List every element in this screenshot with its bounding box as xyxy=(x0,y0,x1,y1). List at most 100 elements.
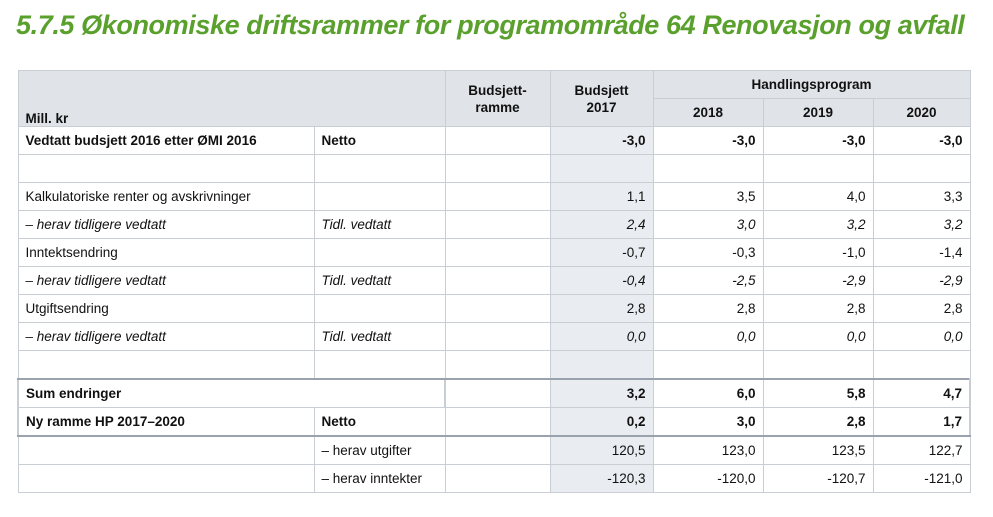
cell-ramme xyxy=(444,350,551,380)
cell-ramme xyxy=(444,182,551,211)
cell-2017: 2,4 xyxy=(549,210,654,239)
cell-ramme xyxy=(444,154,551,183)
cell-2018 xyxy=(652,154,764,183)
row-label: – herav tidligere vedtatt xyxy=(17,322,315,351)
cell-2020: 0,0 xyxy=(872,322,971,351)
row-label xyxy=(17,435,315,465)
cell-2020: -1,4 xyxy=(872,238,971,267)
header-mill-kr: Mill. kr xyxy=(17,70,446,127)
cell-2020: 2,8 xyxy=(872,294,971,323)
new-frame-row: Ny ramme HP 2017–2020 Netto 0,2 3,0 2,8 … xyxy=(17,407,972,437)
cell-2020: 3,3 xyxy=(872,182,971,211)
cell-2019: 4,0 xyxy=(762,182,874,211)
cell-2019: -3,0 xyxy=(762,126,874,155)
cell-ramme xyxy=(444,322,551,351)
cell-2020: 3,2 xyxy=(872,210,971,239)
header-year-2019: 2019 xyxy=(762,98,874,127)
row-type: – herav inntekter xyxy=(313,464,446,493)
cell-2020 xyxy=(872,154,971,183)
cell-2019: -1,0 xyxy=(762,238,874,267)
cell-2020: 122,7 xyxy=(872,435,971,465)
cell-2020: -2,9 xyxy=(872,266,971,295)
cell-2017 xyxy=(549,350,654,380)
cell-2018: 3,0 xyxy=(652,407,764,437)
cell-2017: -0,4 xyxy=(549,266,654,295)
cell-2018: -120,0 xyxy=(652,464,764,493)
row-type xyxy=(313,238,446,267)
table-header-row: 2018 2019 2020 xyxy=(18,98,971,127)
cell-2018: 3,5 xyxy=(652,182,764,211)
row-label: Ny ramme HP 2017–2020 xyxy=(17,407,315,437)
row-type: Tidl. vedtatt xyxy=(313,322,446,351)
row-type: Netto xyxy=(313,126,446,155)
table-header-row: Mill. kr Budsjett- ramme Budsjett 2017 H… xyxy=(17,70,971,127)
row-type xyxy=(313,182,446,211)
table-row: Utgiftsendring 2,8 2,8 2,8 2,8 xyxy=(17,294,971,323)
cell-2018: 6,0 xyxy=(652,378,764,408)
cell-2019: -120,7 xyxy=(762,464,874,493)
row-label: Utgiftsendring xyxy=(17,294,315,323)
row-type: Tidl. vedtatt xyxy=(313,266,446,295)
row-label: – herav tidligere vedtatt xyxy=(17,210,315,239)
cell-2018: 3,0 xyxy=(652,210,764,239)
cell-2018: -3,0 xyxy=(652,126,764,155)
cell-2019: 2,8 xyxy=(762,294,874,323)
row-type: Tidl. vedtatt xyxy=(313,210,446,239)
cell-2018: 0,0 xyxy=(652,322,764,351)
row-type: – herav utgifter xyxy=(313,435,446,465)
row-label: Inntektsendring xyxy=(17,238,315,267)
row-label xyxy=(17,464,315,493)
row-label xyxy=(17,350,315,380)
table-row: – herav tidligere vedtatt Tidl. vedtatt … xyxy=(17,210,971,239)
cell-2017: -0,7 xyxy=(549,238,654,267)
cell-2018: -2,5 xyxy=(652,266,764,295)
cell-ramme xyxy=(444,407,551,437)
cell-2017: 1,1 xyxy=(549,182,654,211)
table-row: – herav inntekter -120,3 -120,0 -120,7 -… xyxy=(17,464,971,493)
row-label: Kalkulatoriske renter og avskrivninger xyxy=(17,182,315,211)
budget-table: Mill. kr Budsjett- ramme Budsjett 2017 H… xyxy=(16,70,972,493)
row-label: – herav tidligere vedtatt xyxy=(17,266,315,295)
cell-2017 xyxy=(549,154,654,183)
cell-ramme xyxy=(444,266,551,295)
cell-2019: 5,8 xyxy=(762,378,874,408)
header-budsjett-2017: Budsjett 2017 xyxy=(549,70,654,127)
table-row: – herav tidligere vedtatt Tidl. vedtatt … xyxy=(17,322,971,351)
table-row xyxy=(17,350,971,380)
table-row: – herav tidligere vedtatt Tidl. vedtatt … xyxy=(17,266,971,295)
cell-ramme xyxy=(444,464,551,493)
cell-2019: 3,2 xyxy=(762,210,874,239)
row-type xyxy=(313,294,446,323)
cell-2020: 4,7 xyxy=(872,378,972,408)
row-type xyxy=(313,350,446,380)
cell-2018: 2,8 xyxy=(652,294,764,323)
cell-ramme xyxy=(444,126,551,155)
cell-2019: 2,8 xyxy=(762,407,874,437)
cell-2017: 0,0 xyxy=(549,322,654,351)
cell-2017: -3,0 xyxy=(549,126,654,155)
cell-2017: 3,2 xyxy=(549,378,654,408)
cell-2020: -3,0 xyxy=(872,126,971,155)
header-year-2018: 2018 xyxy=(652,98,764,127)
cell-ramme xyxy=(444,294,551,323)
table-row xyxy=(17,154,971,183)
cell-ramme xyxy=(444,378,551,408)
table-row: Inntektsendring -0,7 -0,3 -1,0 -1,4 xyxy=(17,238,971,267)
cell-2018: 123,0 xyxy=(652,435,764,465)
cell-2020: -121,0 xyxy=(872,464,971,493)
cell-2019 xyxy=(762,154,874,183)
cell-2018: -0,3 xyxy=(652,238,764,267)
cell-2019: 123,5 xyxy=(762,435,874,465)
cell-2017: 2,8 xyxy=(549,294,654,323)
header-budsjettramme: Budsjett- ramme xyxy=(444,70,551,127)
table-row: Vedtatt budsjett 2016 etter ØMI 2016 Net… xyxy=(17,126,971,155)
row-type: Netto xyxy=(313,407,446,437)
cell-ramme xyxy=(444,210,551,239)
header-year-2020: 2020 xyxy=(872,98,971,127)
row-label xyxy=(17,154,315,183)
cell-2020: 1,7 xyxy=(872,407,972,437)
cell-2019: 0,0 xyxy=(762,322,874,351)
row-type xyxy=(313,154,446,183)
table-row: – herav utgifter 120,5 123,0 123,5 122,7 xyxy=(17,435,971,465)
cell-2018 xyxy=(652,350,764,380)
